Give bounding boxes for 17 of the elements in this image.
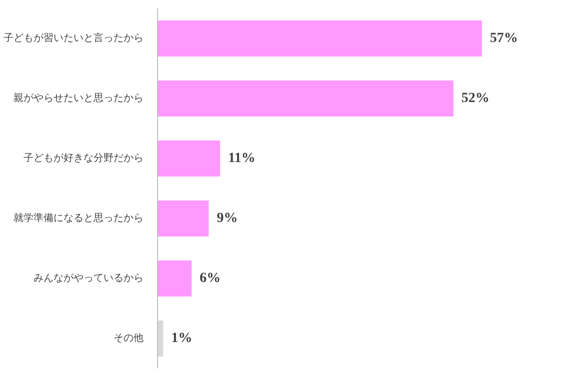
data-label: 9% [216, 211, 238, 226]
bar [158, 260, 192, 296]
data-label: 6% [200, 271, 221, 286]
y-tick-label: その他 [114, 332, 144, 344]
data-label: 57% [490, 31, 518, 46]
bar [158, 20, 482, 56]
y-tick-label: 子どもが好きな分野だから [24, 152, 144, 164]
bar [158, 140, 220, 176]
y-tick-label: 子どもが習いたいと言ったから [4, 32, 144, 44]
bar [158, 80, 454, 116]
data-label: 52% [461, 91, 490, 106]
data-label: 1% [171, 331, 192, 346]
y-tick-label: 親がやらせたいと思ったから [14, 92, 144, 104]
y-tick-label: みんながやっているから [34, 273, 144, 284]
bar [158, 200, 209, 236]
data-label: 11% [228, 151, 256, 166]
y-tick-label: 就学準備になると思ったから [14, 212, 144, 224]
